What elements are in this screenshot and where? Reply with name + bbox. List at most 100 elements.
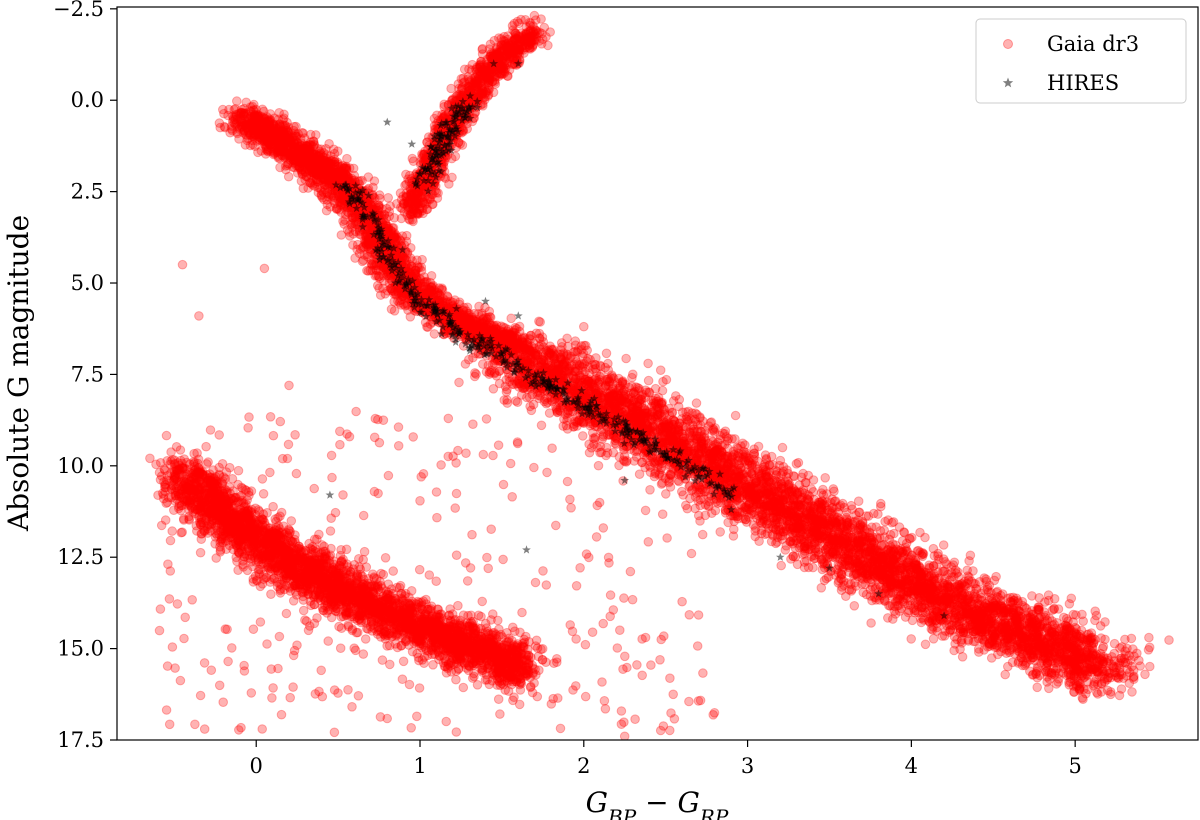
gaia-point [270,122,281,133]
gaia-point [299,133,310,143]
gaia-point [283,171,294,182]
gaia-point [777,442,788,453]
gaia-point [327,166,337,177]
gaia-point [318,148,329,158]
gaia-point [849,601,860,611]
gaia-point [364,239,374,250]
gaia-point [280,123,291,133]
gaia-point [866,618,876,628]
gaia-point [816,583,827,593]
gaia-point [327,173,338,184]
gaia-point [938,540,949,550]
gaia-point [336,230,347,240]
gaia-point [324,156,334,167]
gaia-point [232,96,242,106]
gaia-point [245,112,256,122]
gaia-point [691,398,702,408]
gaia-point [249,119,260,130]
gaia-point [313,159,324,169]
gaia-point [514,339,524,350]
gaia-point [1140,669,1150,680]
gaia-point [329,160,340,170]
gaia-point [460,312,471,323]
gaia-point [386,304,397,315]
gaia-point [298,128,308,138]
gaia-point [314,151,324,161]
gaia-point [307,180,318,190]
gaia-point [503,337,514,348]
gaia-point [373,265,384,275]
gaia-point [329,172,340,182]
gaia-point [1032,682,1042,693]
gaia-point [265,146,276,156]
gaia-point [308,169,319,179]
gaia-point [310,178,321,189]
gaia-point [275,139,285,150]
gaia-point [308,167,318,177]
gaia-point [261,118,272,128]
gaia-point [389,306,400,316]
gaia-point [500,334,510,344]
gaia-point [259,126,270,136]
gaia-point [289,139,299,149]
gaia-point [328,192,339,203]
gaia-point [920,532,930,543]
gaia-point [429,329,440,339]
gaia-point [279,140,290,150]
gaia-point [387,223,398,233]
gaia-point [267,141,277,152]
gaia-point [378,265,389,275]
gaia-point [260,125,271,135]
gaia-point [621,353,631,364]
gaia-point [259,106,269,117]
gaia-point [277,146,288,156]
gaia-point [214,118,225,128]
gaia-point [820,473,831,483]
gaia-point [1053,677,1063,687]
gaia-point [424,285,434,295]
gaia-point [232,127,242,137]
gaia-point [791,459,802,469]
gaia-point [1145,661,1155,672]
gaia-point [405,253,416,263]
gaia-point [383,193,394,203]
gaia-point [241,97,251,108]
gaia-point [515,342,526,353]
gaia-point [321,205,332,216]
gaia-point [634,469,645,480]
gaia-point [305,144,316,155]
gaia-point [488,324,499,335]
gaia-point [369,176,380,186]
gaia-point [249,112,259,122]
gaia-point [517,338,528,348]
gaia-point [265,109,276,119]
gaia-point [1078,616,1088,627]
gaia-point [325,165,335,175]
gaia-point [283,158,293,169]
gaia-point [627,372,637,383]
gaia-point [318,187,329,198]
gaia-point [417,254,427,265]
gaia-point [263,136,273,147]
gaia-point [298,143,309,154]
gaia-point [463,320,474,331]
gaia-point [313,177,324,187]
gaia-point [334,166,345,176]
gaia-point [348,240,358,250]
gaia-point [579,321,589,332]
gaia-point [285,155,296,165]
gaia-point [410,268,420,279]
gaia-point [327,168,338,179]
gaia-point [470,323,481,334]
gaia-point [311,130,321,140]
gaia-point [426,282,437,292]
data-points [145,10,1174,740]
gaia-point [253,113,264,123]
gaia-point [348,163,359,174]
gaia-point [267,138,278,149]
gaia-point [300,167,311,177]
gaia-point [311,157,322,168]
gaia-point [303,143,313,153]
gaia-point [467,314,478,325]
gaia-point [477,318,487,328]
